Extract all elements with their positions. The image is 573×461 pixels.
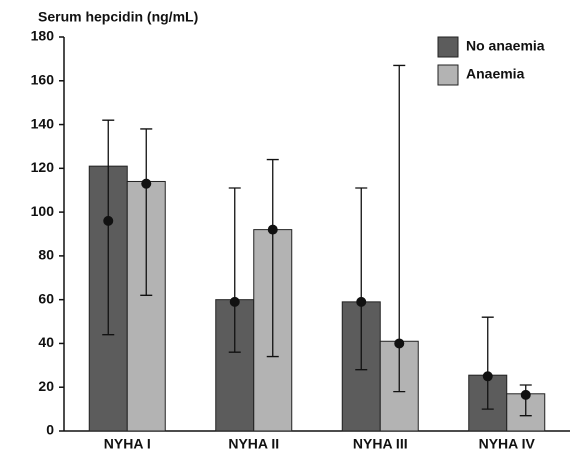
x-tick-label: NYHA III [353, 436, 408, 452]
y-tick-label: 80 [38, 247, 54, 263]
point [482, 371, 493, 382]
point [103, 215, 114, 226]
error-bar [102, 119, 115, 336]
y-tick-label: 160 [31, 71, 55, 87]
axis-title: Serum hepcidin (ng/mL) [38, 9, 198, 25]
y-tick-label: 20 [38, 378, 54, 394]
point [520, 389, 531, 400]
legend-label: Anaemia [466, 66, 525, 82]
point [267, 224, 278, 235]
y-tick-label: 60 [38, 290, 54, 306]
legend-swatch [437, 36, 459, 58]
error-bar [140, 128, 153, 296]
error-bar [355, 187, 368, 371]
y-tick-label: 180 [31, 28, 55, 44]
y-tick-label: 40 [38, 334, 54, 350]
y-tick-label: 100 [31, 203, 55, 219]
point [229, 296, 240, 307]
error-bar [266, 158, 279, 358]
x-tick-label: NYHA II [228, 436, 279, 452]
point [394, 338, 405, 349]
error-bar [393, 64, 406, 393]
legend-swatch [437, 64, 459, 86]
y-tick-label: 120 [31, 159, 55, 175]
legend-label: No anaemia [466, 38, 545, 54]
error-bar [228, 187, 241, 353]
x-tick-label: NYHA I [104, 436, 151, 452]
y-tick-label: 140 [31, 115, 55, 131]
x-tick-label: NYHA IV [479, 436, 536, 452]
point [356, 296, 367, 307]
error-bar [481, 316, 494, 410]
y-tick-label: 0 [46, 422, 54, 438]
point [141, 178, 152, 189]
